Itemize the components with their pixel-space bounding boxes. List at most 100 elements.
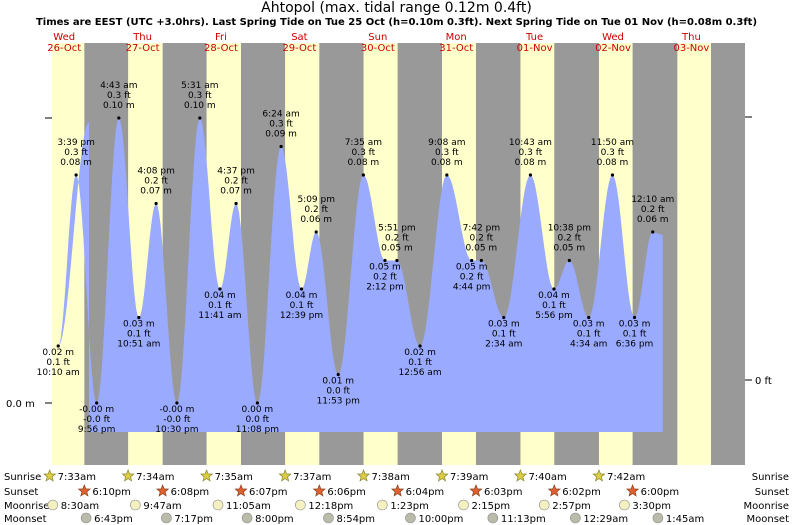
tide-label: 0.2 ft bbox=[144, 177, 168, 187]
moonset-time: 8:00pm bbox=[255, 514, 294, 525]
sunrise-icon bbox=[513, 469, 528, 482]
sunset-icon bbox=[155, 484, 170, 497]
tide-label: 0.05 m bbox=[381, 244, 413, 254]
day-label-dow: Sat bbox=[291, 32, 307, 43]
tide-point bbox=[361, 173, 365, 177]
tide-label: 0.2 ft bbox=[557, 234, 581, 244]
tide-label: 10:38 pm bbox=[548, 224, 591, 234]
tide-label: 9:56 pm bbox=[78, 425, 116, 435]
tide-point bbox=[279, 144, 283, 149]
tide-point bbox=[479, 258, 483, 263]
moonset-time: 10:00pm bbox=[418, 514, 463, 525]
tide-point bbox=[395, 258, 399, 263]
tide-label: 10:51 am bbox=[117, 340, 160, 350]
tide-label: 0.3 ft bbox=[188, 91, 212, 101]
sunrise-time: 7:39am bbox=[450, 472, 488, 483]
moonrise-icon bbox=[212, 499, 224, 511]
tide-label: -0.0 ft bbox=[83, 415, 110, 425]
tide-label: 11:08 pm bbox=[236, 425, 279, 435]
tide-curve bbox=[58, 118, 663, 432]
moonset-icon bbox=[323, 512, 334, 524]
tide-label: 0.00 m bbox=[242, 405, 274, 415]
tide-label: 3:39 pm bbox=[57, 138, 95, 148]
tide-label: 6:24 am bbox=[262, 110, 299, 120]
sunrise-time: 7:33am bbox=[58, 472, 96, 483]
tide-label: 0.2 ft bbox=[385, 234, 409, 244]
row-label-sunset-right: Sunset bbox=[755, 487, 789, 498]
tide-label: 0.3 ft bbox=[519, 148, 543, 158]
sunset-icon bbox=[77, 484, 92, 497]
day-label-date: 02-Nov bbox=[595, 43, 631, 54]
tide-label: 4:43 am bbox=[100, 81, 137, 91]
tide-label: 4:44 pm bbox=[453, 283, 491, 293]
moonrise-icon bbox=[377, 499, 388, 511]
day-labels: Wed26-OctThu27-OctFri28-OctSat29-OctSun3… bbox=[47, 32, 709, 54]
tide-point bbox=[234, 201, 238, 206]
moonrise-time: 9:47am bbox=[143, 501, 181, 512]
sunrise-icon bbox=[356, 469, 371, 482]
y-axis-label-right: 0 ft bbox=[755, 376, 772, 387]
day-label-date: 03-Nov bbox=[673, 43, 709, 54]
sunset-icon bbox=[390, 484, 405, 497]
row-label-moonrise-left: Moonrise bbox=[4, 501, 49, 512]
moonset-icon bbox=[161, 512, 172, 524]
tide-label: 0.05 m bbox=[466, 244, 498, 254]
chart-title: Ahtopol (max. tidal range 0.12m 0.4ft) bbox=[261, 0, 532, 16]
moonrise-time: 1:23pm bbox=[390, 501, 429, 512]
sunset-icon bbox=[312, 484, 326, 497]
row-label-sunset-left: Sunset bbox=[4, 487, 38, 498]
moonrise-time: 2:57pm bbox=[552, 501, 591, 512]
tide-label: 0.3 ft bbox=[269, 120, 293, 130]
tide-label: 0.08 m bbox=[515, 158, 547, 168]
tide-point bbox=[632, 315, 637, 320]
sunset-icon bbox=[547, 484, 561, 497]
tide-point bbox=[587, 315, 591, 320]
tide-label: 0.3 ft bbox=[107, 91, 131, 101]
tide-label: 0.10 m bbox=[103, 101, 135, 111]
tide-point bbox=[74, 173, 78, 177]
moonset-time: 12:29am bbox=[583, 514, 628, 525]
day-label-dow: Thu bbox=[681, 32, 701, 43]
tide-point bbox=[336, 372, 340, 377]
moonset-time: 6:43pm bbox=[94, 514, 133, 525]
tide-label: 0.3 ft bbox=[435, 148, 459, 158]
tide-label: 5:31 am bbox=[181, 81, 218, 91]
sunset-time: 6:03pm bbox=[484, 487, 523, 498]
tide-label: 0.02 m bbox=[404, 348, 436, 358]
sunrise-icon bbox=[435, 469, 449, 482]
sunset-time: 6:08pm bbox=[171, 487, 210, 498]
tide-point bbox=[56, 344, 60, 348]
tide-label: 0.1 ft bbox=[127, 330, 151, 340]
tide-point bbox=[383, 258, 387, 263]
sunrise-time: 7:35am bbox=[215, 472, 253, 483]
tide-label: 12:56 am bbox=[399, 368, 442, 378]
tide-label: 0.1 ft bbox=[623, 330, 647, 340]
sunrise-icon bbox=[278, 469, 292, 482]
tide-label: 5:51 pm bbox=[378, 224, 416, 234]
moonset-icon bbox=[80, 512, 92, 524]
tide-label: 0.06 m bbox=[300, 215, 332, 225]
tide-point bbox=[651, 230, 655, 234]
tide-label: 0.1 ft bbox=[492, 330, 516, 340]
tide-label: 0.09 m bbox=[265, 130, 297, 140]
moonset-icon bbox=[570, 512, 581, 524]
tide-point bbox=[299, 287, 304, 291]
day-label-dow: Thu bbox=[132, 32, 152, 43]
moonset-time: 8:54pm bbox=[336, 514, 375, 525]
sunrise-time: 7:37am bbox=[293, 472, 331, 483]
row-label-moonset-right: Moonset bbox=[747, 514, 790, 525]
tide-label: 0.08 m bbox=[431, 158, 463, 168]
sun-moon-rows: Sunrise Sunset Moonrise Moonset Sunrise … bbox=[4, 469, 790, 525]
tide-label: 6:36 pm bbox=[616, 340, 654, 350]
tide-point bbox=[418, 344, 422, 348]
tide-point bbox=[255, 401, 259, 405]
tide-label: 0.03 m bbox=[123, 320, 155, 330]
sunrise-time: 7:40am bbox=[528, 472, 566, 483]
tide-point bbox=[470, 258, 474, 263]
tide-label: 4:08 pm bbox=[137, 167, 175, 177]
tide-label: 11:41 am bbox=[198, 311, 241, 321]
day-label-date: 27-Oct bbox=[126, 43, 160, 54]
tide-label: 0.2 ft bbox=[304, 205, 328, 215]
tide-label: 4:34 am bbox=[570, 340, 607, 350]
